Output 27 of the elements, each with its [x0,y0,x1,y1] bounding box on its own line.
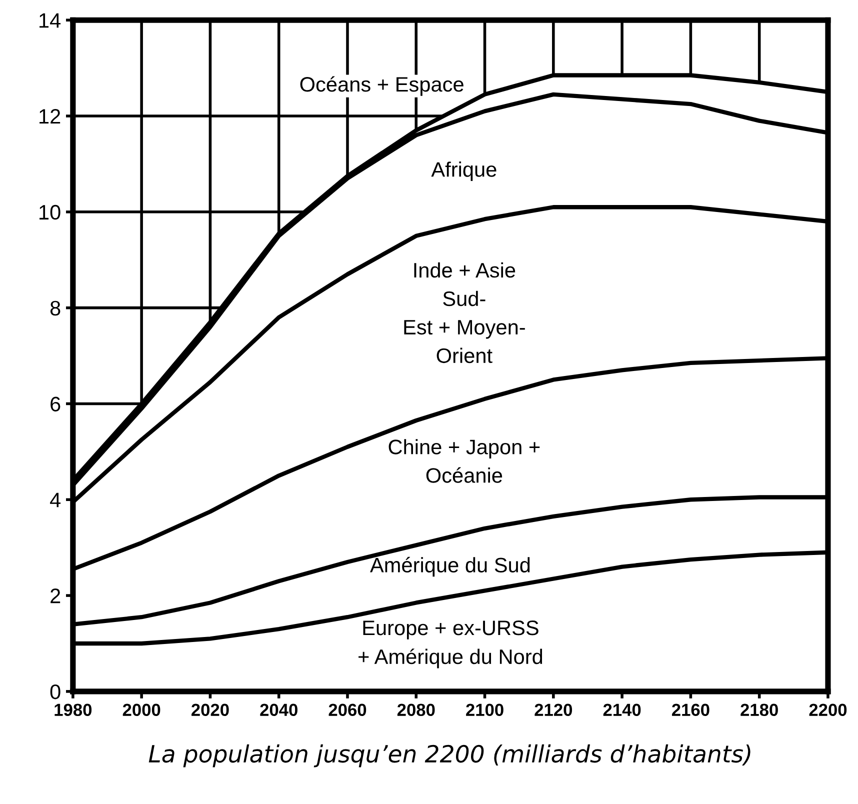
x-tick-label: 2000 [122,704,160,716]
y-tick-label: 10 [40,204,60,220]
x-tick-label: 2200 [809,704,847,716]
series-label: Océans + Espace [300,76,464,96]
x-tick-label: 2100 [466,704,504,716]
y-tick-label: 4 [50,492,61,508]
y-tick-label: 14 [40,13,61,28]
x-tick-label: 2060 [328,704,366,716]
y-tick-label: 2 [50,588,60,604]
series-label: Amérique du Sud [370,556,530,577]
x-tick-label: 1980 [54,704,92,716]
x-tick-label: 2040 [260,704,298,716]
x-tick-label: 2020 [192,704,229,716]
series-label: Chine + Japon + Océanie [388,439,540,483]
series-label: Europe + ex-URSS + Amérique du Nord [358,620,542,668]
y-tick-label: 12 [40,109,60,124]
series-label: Inde + Asie Sud- Est + Moyen- Orient [404,262,525,364]
y-tick-label: 0 [50,684,60,700]
y-tick-label: 6 [50,396,60,412]
x-tick-label: 2180 [740,704,778,716]
x-axis-title: La population jusqu’en 2200 (milliards d’habitants) [148,744,750,768]
x-tick-label: 2080 [397,704,435,716]
series-label: Afrique [431,162,496,181]
x-tick-label: 2140 [603,704,641,716]
x-tick-label: 2160 [672,704,710,716]
x-tick-label: 2120 [534,704,572,716]
y-tick-label: 8 [50,300,60,316]
